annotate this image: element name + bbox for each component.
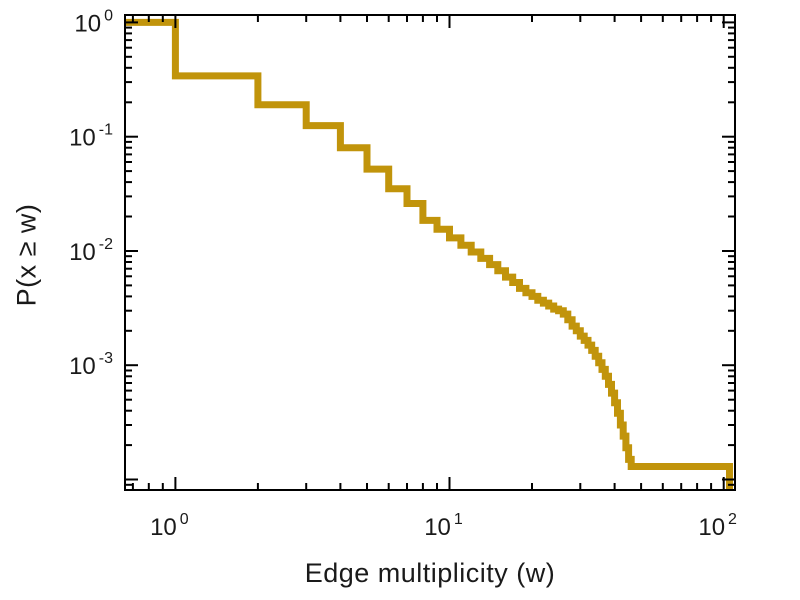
- y-tick-label: 10 -2: [69, 236, 113, 266]
- x-axis-label: Edge multiplicity (w): [304, 558, 556, 588]
- x-tick-label: 10 0: [150, 511, 189, 541]
- plot-frame: [124, 14, 736, 491]
- x-tick-label: 10 1: [424, 511, 463, 541]
- y-tick-label: 10 0: [74, 7, 113, 37]
- x-tick-label: 10 2: [698, 511, 737, 541]
- axis-ticks: [125, 15, 735, 490]
- y-axis-label: P(x ≥ w): [11, 203, 42, 307]
- y-tick-label: 10 -3: [69, 350, 113, 380]
- y-tick-label: 10 -1: [69, 122, 113, 152]
- ccdf-curve: [125, 18, 733, 490]
